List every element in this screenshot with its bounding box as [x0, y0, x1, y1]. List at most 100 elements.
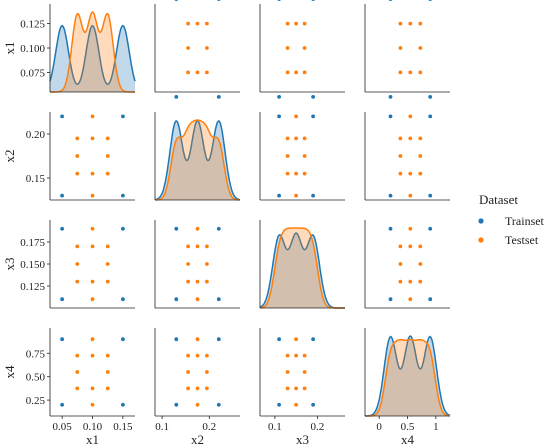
point-testset: [75, 136, 80, 141]
point-testset: [285, 370, 290, 374]
point-trainset: [174, 297, 179, 302]
point-testset: [408, 21, 413, 26]
point-testset: [90, 193, 95, 198]
point-testset: [205, 386, 209, 391]
point-testset: [294, 171, 298, 176]
point-testset: [105, 154, 110, 158]
point-trainset: [388, 193, 393, 198]
point-testset: [418, 262, 423, 266]
panel-x4-vs-x3: 0.1 0.2x3: [259, 328, 345, 446]
point-testset: [398, 136, 403, 141]
point-testset: [205, 46, 209, 50]
point-testset: [302, 353, 307, 358]
point-testset: [75, 386, 80, 391]
point-testset: [186, 279, 191, 284]
point-testset: [302, 21, 307, 26]
point-testset: [205, 279, 209, 284]
point-testset: [302, 70, 307, 75]
point-testset: [195, 226, 200, 231]
point-testset: [285, 154, 290, 158]
point-testset: [195, 386, 200, 391]
point-trainset: [277, 337, 281, 342]
point-trainset: [428, 193, 433, 198]
point-trainset: [60, 114, 64, 119]
kde-fill-trainset-x1: [50, 25, 135, 93]
point-testset: [186, 21, 191, 26]
point-testset: [294, 21, 298, 26]
kde-line-trainset-x3: [259, 232, 345, 309]
point-testset: [105, 370, 110, 374]
point-trainset: [428, 95, 433, 99]
point-testset: [90, 226, 95, 231]
point-testset: [418, 70, 423, 75]
pairplot-panels: 0.0750.1000.125x10.150.20x20.1250.1500.1…: [2, 0, 451, 446]
point-testset: [90, 114, 95, 119]
point-trainset: [60, 337, 64, 342]
kde-line-testset-x2: [154, 119, 241, 201]
point-testset: [398, 244, 403, 249]
y-axis-label: x2: [2, 150, 17, 163]
point-trainset: [216, 337, 221, 342]
point-testset: [205, 70, 209, 75]
point-testset: [195, 244, 200, 249]
point-testset: [105, 386, 110, 391]
x-tick-label: 0.2: [311, 421, 325, 433]
point-testset: [418, 154, 423, 158]
legend: Dataset Trainset Testset: [478, 192, 545, 247]
y-tick-label: 0.075: [20, 67, 45, 79]
x-tick-label: 0.15: [113, 421, 133, 433]
point-testset: [398, 279, 403, 284]
point-testset: [294, 136, 298, 141]
point-testset: [302, 154, 307, 158]
point-testset: [205, 244, 209, 249]
point-trainset: [388, 114, 393, 119]
kde-fill-testset-x3: [260, 228, 345, 308]
point-trainset: [60, 297, 64, 302]
point-trainset: [311, 114, 315, 119]
kde-fill-testset-x1: [50, 12, 135, 92]
y-tick-label: 0.75: [26, 348, 46, 360]
point-testset: [105, 244, 110, 249]
point-testset: [418, 171, 423, 176]
point-trainset: [388, 226, 393, 231]
point-testset: [195, 279, 200, 284]
point-trainset: [428, 0, 432, 1]
x-tick-label: 0.5: [401, 421, 415, 433]
point-trainset: [121, 402, 125, 407]
panel-x2-vs-x2: [154, 112, 241, 201]
point-trainset: [60, 226, 64, 231]
point-testset: [398, 171, 403, 176]
point-testset: [105, 353, 110, 358]
point-testset: [285, 136, 290, 141]
point-testset: [195, 297, 200, 302]
point-trainset: [174, 0, 178, 1]
point-trainset: [174, 95, 179, 99]
point-testset: [398, 70, 403, 75]
point-testset: [195, 70, 200, 75]
x-tick-label: 0: [376, 421, 382, 433]
point-testset: [186, 370, 191, 374]
point-trainset: [216, 402, 221, 407]
point-trainset: [277, 114, 281, 119]
point-testset: [186, 353, 191, 358]
point-testset: [90, 136, 95, 141]
kde-fill-testset-x4: [365, 339, 450, 416]
point-testset: [398, 154, 403, 158]
point-testset: [285, 353, 290, 358]
point-testset: [205, 21, 209, 26]
point-trainset: [174, 402, 179, 407]
point-testset: [90, 279, 95, 284]
point-trainset: [121, 226, 125, 231]
point-testset: [90, 297, 95, 302]
point-trainset: [311, 95, 315, 99]
point-trainset: [217, 0, 221, 1]
point-testset: [75, 244, 80, 249]
point-testset: [186, 386, 191, 391]
panel-x1-vs-x4: [364, 0, 450, 99]
point-testset: [294, 70, 298, 75]
y-axis-label: x3: [2, 258, 17, 271]
kde-line-trainset-x4: [365, 335, 451, 417]
point-testset: [195, 21, 200, 26]
